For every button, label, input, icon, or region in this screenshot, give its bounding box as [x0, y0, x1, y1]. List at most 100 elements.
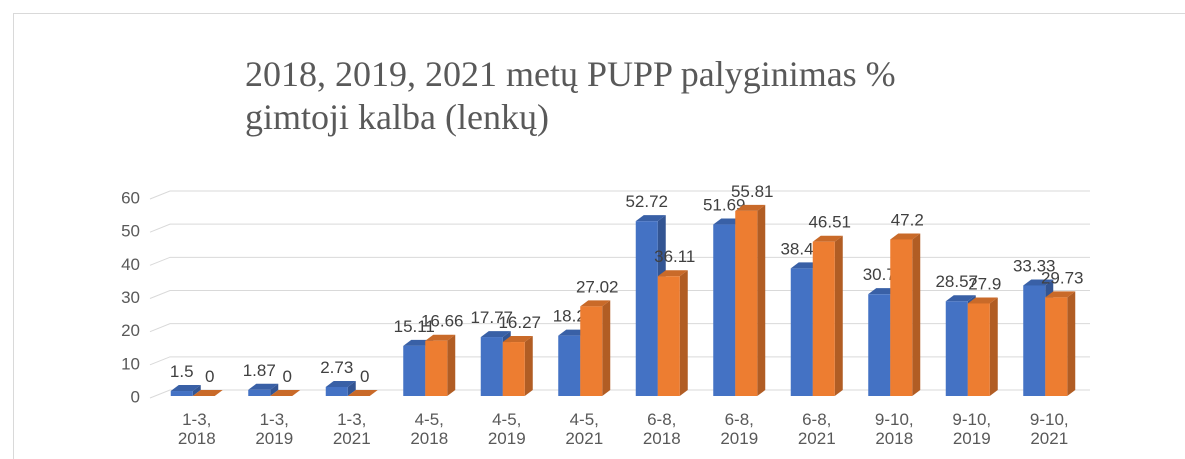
bar-top	[657, 270, 688, 277]
bar-front	[248, 389, 271, 396]
bar-side	[602, 300, 611, 396]
y-tick-label: 10	[121, 354, 140, 373]
bar-front	[170, 391, 193, 396]
bar	[270, 390, 301, 396]
chart-title: gimtoji kalba (lenkų)	[245, 97, 549, 137]
value-label: 29.73	[1041, 268, 1084, 287]
value-label: 51.69	[703, 196, 746, 215]
value-label: 18.2	[553, 307, 586, 326]
x-tick-label: 9-10, 2021	[1029, 410, 1069, 448]
bar-top	[735, 204, 766, 211]
value-label: 33.33	[1013, 256, 1056, 275]
bar-side	[447, 334, 456, 396]
bar	[425, 334, 456, 396]
bar-front	[790, 268, 813, 396]
bar-side	[912, 233, 921, 396]
value-label: 1.5	[170, 362, 194, 381]
bar-front	[480, 337, 503, 396]
bar-side	[757, 204, 766, 396]
bar-front	[713, 224, 736, 396]
value-label: 47.2	[891, 210, 924, 229]
grid-line	[149, 389, 1090, 399]
bar-top	[347, 390, 378, 396]
value-label: 16.66	[421, 312, 464, 331]
bar-front	[558, 335, 581, 396]
x-tick-label: 4-5, 2019	[487, 410, 526, 448]
value-label: 27.02	[576, 277, 619, 296]
value-label: 27.9	[968, 274, 1001, 293]
x-tick-label: 4-5, 2018	[410, 410, 449, 448]
bar-top	[325, 380, 356, 387]
bar	[890, 233, 921, 396]
value-label: 1.87	[243, 361, 276, 380]
bar-top	[480, 331, 511, 338]
bar-front	[657, 276, 680, 396]
bar-side	[192, 385, 201, 396]
x-tick-label: 9-10, 2018	[874, 410, 914, 448]
x-tick-label: 6-8, 2019	[720, 410, 759, 448]
bar-front	[325, 386, 348, 396]
x-tick-label: 4-5, 2021	[565, 410, 604, 448]
y-tick-label: 30	[121, 288, 140, 307]
x-tick-label: 6-8, 2018	[642, 410, 681, 448]
value-label: 17.77	[470, 308, 513, 327]
bar-front	[1023, 285, 1046, 396]
bar-front	[812, 241, 835, 396]
bar-front	[945, 301, 968, 396]
bar	[580, 300, 611, 396]
bar	[735, 204, 766, 396]
bar	[812, 235, 843, 396]
value-label: 36.11	[654, 247, 695, 266]
bar-front	[735, 210, 758, 396]
value-label: 16.27	[498, 313, 541, 332]
value-label: 0	[283, 367, 292, 386]
value-label: 52.72	[625, 192, 668, 211]
bar	[192, 390, 223, 396]
grid-line	[149, 323, 1090, 333]
bar	[170, 385, 201, 396]
value-label: 0	[205, 367, 214, 386]
value-label: 30.7	[863, 265, 896, 284]
bar-side	[679, 270, 688, 396]
bar-top	[1023, 279, 1054, 286]
y-tick-label: 20	[121, 321, 140, 340]
bar-top	[170, 385, 201, 392]
bar-side	[989, 297, 998, 396]
bar	[325, 380, 356, 396]
y-tick-label: 40	[121, 255, 140, 274]
bar-top	[248, 383, 279, 390]
bar-front	[403, 345, 426, 396]
x-tick-label: 1-3, 2021	[332, 410, 371, 448]
value-label: 55.81	[731, 182, 774, 201]
grid-line	[149, 256, 1090, 266]
chart-title: 2018, 2019, 2021 metų PUPP palyginimas %	[245, 54, 896, 94]
bar-top	[635, 215, 666, 222]
bar-front	[1045, 297, 1068, 396]
bar-front	[502, 342, 525, 396]
bar	[657, 270, 688, 396]
x-tick-label: 1-3, 2019	[255, 410, 294, 448]
bar-front	[967, 303, 990, 396]
bar-side	[524, 336, 533, 396]
bar-top	[967, 297, 998, 304]
grid-line	[149, 223, 1090, 233]
bar-top	[192, 390, 223, 396]
bar-front	[635, 221, 658, 396]
bar-top	[425, 334, 456, 341]
bar-top	[580, 300, 611, 307]
y-tick-label: 0	[131, 387, 140, 406]
y-tick-label: 50	[121, 222, 140, 241]
grid-line	[149, 356, 1090, 366]
bar	[1045, 291, 1076, 396]
grid-line	[149, 190, 1090, 200]
bar-top	[890, 233, 921, 240]
bar-side	[1067, 291, 1076, 396]
value-label: 15.11	[394, 317, 435, 336]
x-tick-label: 6-8, 2021	[797, 410, 836, 448]
bar-front	[890, 239, 913, 396]
value-label: 2.73	[320, 358, 353, 377]
grid-line	[149, 290, 1090, 299]
bar-side	[270, 383, 279, 396]
bar-front	[425, 340, 448, 396]
